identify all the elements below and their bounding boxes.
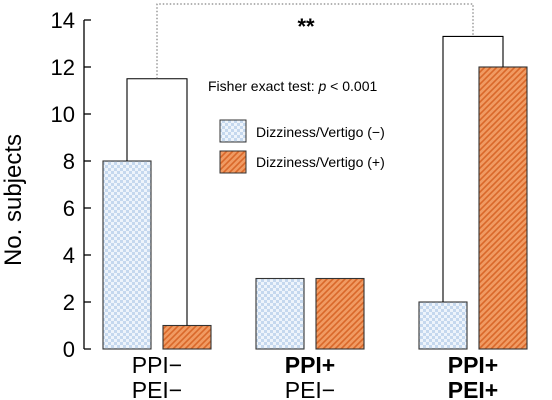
- legend-label-dizziness-positive: Dizziness/Vertigo (+): [256, 154, 385, 170]
- fisher-test-suffix: < 0.001: [326, 78, 377, 94]
- significance-stars: **: [297, 14, 315, 39]
- bars-group: [102, 66, 528, 350]
- bar-dizziness-positive: [162, 324, 212, 350]
- y-tick-label: 12: [51, 55, 75, 80]
- y-axis-label: No. subjects: [0, 134, 27, 266]
- legend-label-dizziness-negative: Dizziness/Vertigo (−): [256, 124, 385, 140]
- y-tick-label: 2: [63, 290, 75, 315]
- x-category-line2: PEI−: [285, 377, 336, 400]
- legend: Dizziness/Vertigo (−) Dizziness/Vertigo …: [219, 119, 385, 174]
- y-tick-label: 6: [63, 196, 75, 221]
- fisher-test-prefix: Fisher exact test:: [208, 78, 318, 94]
- y-tick-label: 8: [63, 149, 75, 174]
- bar-dizziness-negative: [255, 277, 305, 350]
- y-tick-label: 10: [51, 102, 75, 127]
- x-category-line2: PEI+: [448, 377, 499, 400]
- significance-brackets: [126, 3, 504, 326]
- bar-dizziness-positive: [478, 66, 528, 350]
- fisher-test-note: Fisher exact test: p < 0.001: [208, 78, 377, 94]
- x-category-line1: PPI−: [132, 352, 183, 378]
- fisher-test-p: p: [317, 78, 326, 94]
- y-axis: 0 2 4 6 8 10 12 14: [51, 8, 91, 362]
- y-tick-label: 0: [63, 337, 75, 362]
- legend-swatch-dizziness-positive: [219, 150, 247, 174]
- group-bracket: [442, 35, 504, 302]
- x-category-line2: PEI−: [132, 377, 183, 400]
- x-axis-categories: PPI−PEI−PPI+PEI−PPI+PEI+: [132, 352, 499, 400]
- bar-dizziness-negative: [418, 301, 468, 350]
- x-category-line1: PPI+: [448, 352, 499, 378]
- x-category-line1: PPI+: [285, 352, 336, 378]
- bar-dizziness-positive: [315, 277, 365, 350]
- y-tick-label: 4: [63, 243, 75, 268]
- comparison-bracket: [156, 3, 474, 79]
- legend-swatch-dizziness-negative: [219, 119, 247, 143]
- bar-dizziness-negative: [102, 160, 152, 350]
- y-tick-label: 14: [51, 8, 75, 33]
